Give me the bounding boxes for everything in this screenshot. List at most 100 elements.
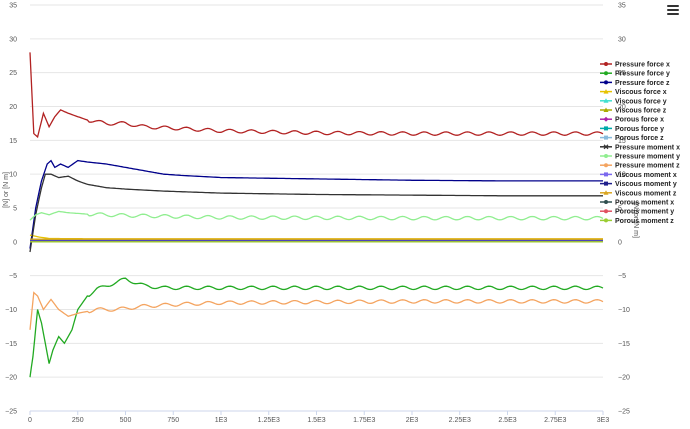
legend-label: Pressure moment y — [615, 154, 680, 161]
hamburger-menu-icon[interactable] — [667, 5, 679, 17]
legend-item[interactable]: Pressure force x — [600, 62, 670, 69]
grid-lines — [30, 4, 603, 412]
y-tick-label-right: −15 — [618, 341, 630, 348]
legend-item[interactable]: Porous moment y — [600, 209, 674, 216]
x-tick-label: 750 — [167, 417, 179, 424]
legend-label: Pressure moment z — [615, 163, 680, 170]
legend-item[interactable]: Pressure moment x — [600, 144, 680, 151]
y-axis-left-ticks: −25 −20 −15 −10 −5 0 5 10 15 20 25 30 35 — [5, 3, 17, 416]
x-tick-label: 1.75E3 — [353, 417, 375, 424]
y-tick-label-right: −20 — [618, 375, 630, 382]
y-tick-label-right: 20 — [618, 104, 626, 111]
y-tick-label: −25 — [5, 409, 17, 416]
legend-marker-circle — [604, 209, 608, 214]
legend-label: Porous force x — [615, 117, 664, 124]
y-tick-label-right: 35 — [618, 3, 626, 10]
legend-item[interactable]: Pressure force z — [600, 80, 670, 87]
y-tick-label: 35 — [9, 3, 17, 10]
y-tick-label-right: 5 — [618, 206, 622, 213]
legend-item[interactable]: Viscous force y — [600, 98, 667, 105]
x-tick-label: 1.25E3 — [258, 417, 280, 424]
legend-label: Porous force y — [615, 126, 664, 133]
y-axis-left-title: [N] or [N m] — [3, 172, 10, 208]
legend-item[interactable]: Porous moment z — [600, 218, 674, 225]
y-tick-label: 30 — [9, 36, 17, 43]
y-tick-label-right: −10 — [618, 307, 630, 314]
y-tick-label: 5 — [13, 206, 17, 213]
y-tick-label: −15 — [5, 341, 17, 348]
x-tick-label: 0 — [28, 417, 32, 424]
legend-label: Viscous force x — [615, 89, 667, 96]
legend-label: Porous moment x — [615, 200, 674, 207]
y-tick-label-right: 0 — [618, 239, 622, 246]
legend-label: Viscous moment y — [615, 181, 677, 188]
legend-label: Viscous force z — [615, 108, 667, 115]
legend-marker-cross — [603, 144, 609, 150]
y-tick-label-right: −5 — [618, 273, 626, 280]
y-tick-label-right: 25 — [618, 70, 626, 77]
legend-item[interactable]: Viscous moment z — [600, 190, 677, 197]
series-line — [29, 277, 604, 378]
y-tick-label: 10 — [9, 172, 17, 179]
legend-marker-circle — [604, 71, 608, 76]
legend-item[interactable]: Viscous force z — [600, 107, 667, 115]
y-axis-right-ticks: −25 −20 −15 −10 −5 0 5 10 15 20 25 30 35 — [618, 3, 630, 416]
legend-marker-circle — [604, 154, 608, 158]
series-line — [29, 210, 604, 221]
y-tick-label: 15 — [9, 138, 17, 145]
legend-label: Pressure force x — [615, 62, 670, 69]
y-tick-label: 20 — [9, 104, 17, 111]
legend-label: Porous moment y — [615, 209, 674, 216]
legend-marker-diamond — [603, 116, 609, 122]
x-tick-label: 2.75E3 — [544, 417, 566, 424]
legend-item[interactable]: Porous force y — [600, 126, 664, 133]
legend-marker-circle — [604, 218, 608, 223]
series-line — [29, 291, 604, 330]
series-line — [29, 159, 603, 249]
y-axis-right-title: [N] or [N m] — [632, 202, 639, 238]
x-tick-label: 1E3 — [215, 417, 228, 424]
y-tick-label: 0 — [13, 239, 17, 246]
x-tick-label: 2.5E3 — [498, 417, 516, 424]
menu-bar-icon — [667, 13, 679, 15]
legend-marker-circle — [604, 200, 608, 204]
x-tick-label: 500 — [120, 417, 132, 424]
legend-item[interactable]: Porous force z — [600, 135, 664, 142]
legend-item[interactable]: Pressure moment z — [600, 163, 680, 170]
legend-label: Pressure force y — [615, 71, 670, 78]
menu-bar-icon — [667, 9, 679, 11]
legend-marker-square — [604, 126, 608, 131]
legend-label: Viscous moment z — [615, 190, 677, 197]
legend-marker-square — [604, 172, 608, 177]
legend-item[interactable]: Pressure moment y — [600, 154, 680, 161]
legend-item[interactable]: Porous moment x — [600, 200, 674, 207]
y-tick-label-right: 30 — [618, 36, 626, 43]
legend-item[interactable]: Viscous moment y — [600, 181, 677, 188]
legend-item[interactable]: Porous force x — [600, 116, 664, 124]
legend-item[interactable]: Pressure force y — [600, 71, 670, 78]
legend-marker-square — [604, 181, 608, 186]
x-tick-label: 250 — [72, 417, 84, 424]
legend-label: Pressure force z — [615, 80, 670, 87]
legend-item[interactable]: Viscous force x — [600, 89, 667, 96]
legend-label: Viscous force y — [615, 98, 667, 105]
legend-marker-circle — [604, 163, 608, 168]
x-tick-label: 2.25E3 — [449, 417, 471, 424]
legend-item[interactable]: Viscous moment x — [600, 172, 677, 179]
series-lines — [29, 52, 604, 378]
legend-marker-triangle — [603, 107, 609, 112]
legend-marker-circle — [604, 80, 608, 85]
legend[interactable]: Pressure force x Pressure force y Pressure… — [600, 62, 680, 225]
x-tick-label: 2E3 — [406, 417, 419, 424]
y-tick-label-right: 10 — [618, 172, 626, 179]
legend-marker-triangle — [603, 98, 609, 103]
legend-marker-square — [604, 135, 608, 140]
y-tick-label: −5 — [9, 273, 17, 280]
legend-label: Viscous moment x — [615, 172, 677, 179]
legend-marker-circle — [604, 62, 608, 66]
x-tick-label: 1.5E3 — [307, 417, 325, 424]
y-tick-label-right: 15 — [618, 138, 626, 145]
menu-bar-icon — [667, 5, 679, 7]
legend-marker-triangle — [603, 190, 609, 195]
